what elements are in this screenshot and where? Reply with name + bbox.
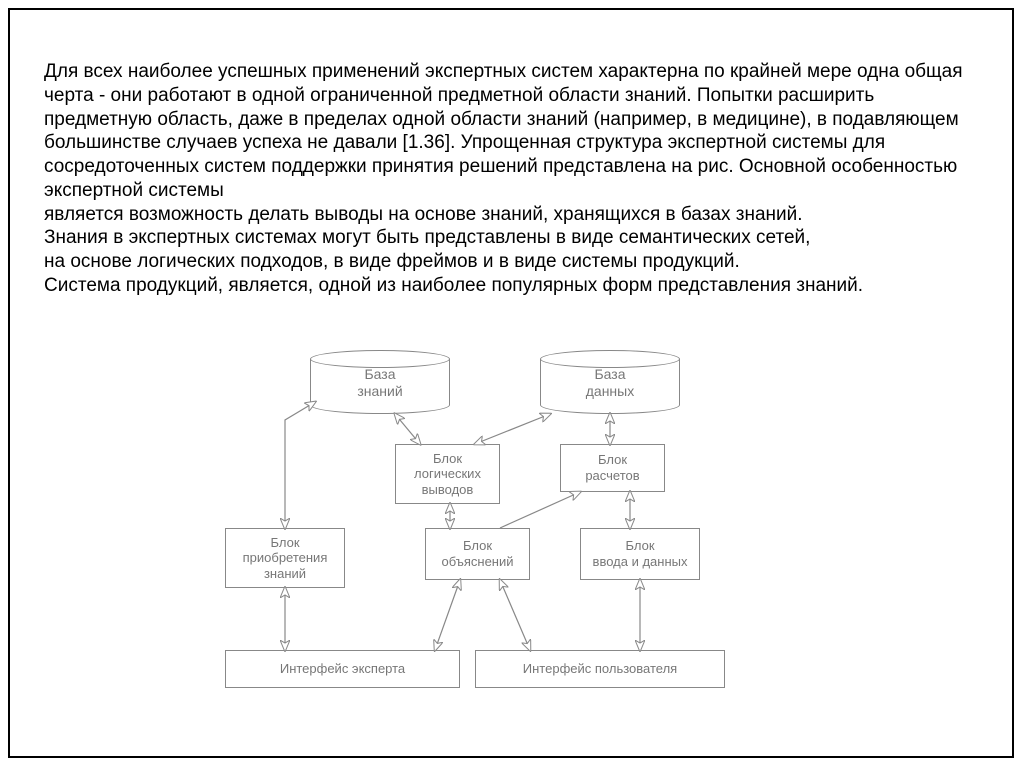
expert-system-diagram: База знанийБаза данныхБлок логических вы…	[180, 350, 800, 730]
arrow-layer	[180, 350, 800, 730]
arrow-expert-explain	[435, 580, 460, 650]
arrow-logic-db	[475, 414, 550, 444]
body-text: Для всех наиболее успешных применений эк…	[44, 60, 984, 298]
arrow-explain-calc	[500, 492, 580, 528]
arrow-logic-kb	[395, 414, 420, 444]
arrow-user-explain	[500, 580, 530, 650]
arrow-acq-kb	[285, 402, 315, 528]
page-frame: Для всех наиболее успешных применений эк…	[8, 8, 1014, 758]
